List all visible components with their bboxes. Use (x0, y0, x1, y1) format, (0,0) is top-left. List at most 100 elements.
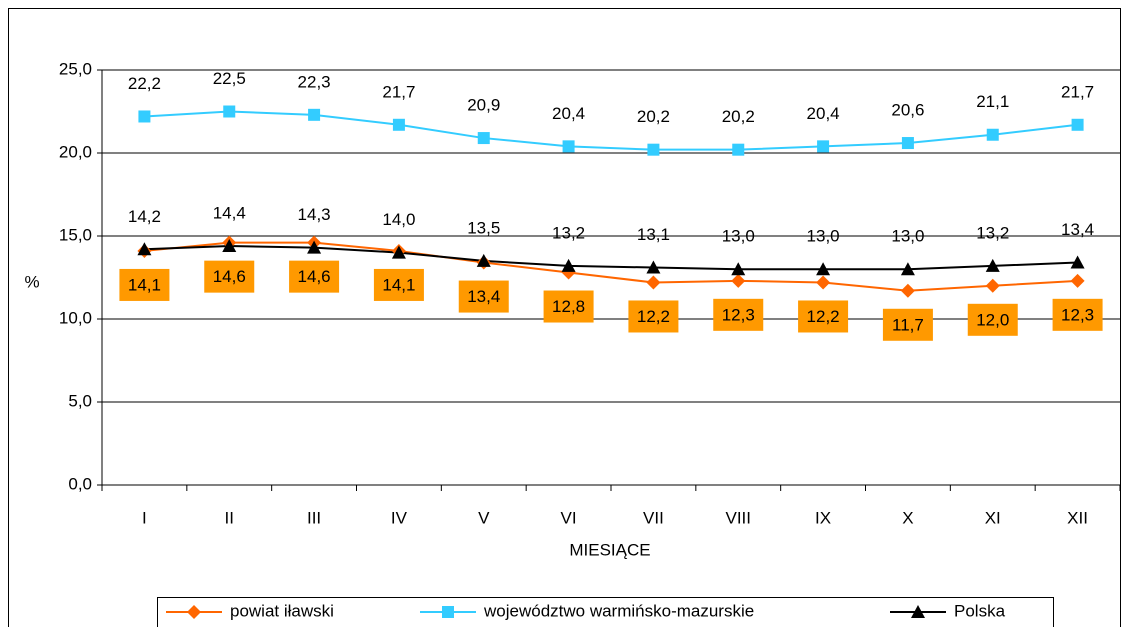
data-label: 12,8 (552, 297, 585, 316)
x-tick-label: VIII (725, 508, 751, 527)
data-label: 14,2 (128, 207, 161, 226)
legend-marker (911, 605, 925, 618)
x-tick-label: II (225, 508, 234, 527)
data-label: 13,4 (467, 287, 500, 306)
data-label: 21,7 (382, 82, 415, 101)
data-label: 12,3 (1061, 305, 1094, 324)
data-label: 20,6 (891, 101, 924, 120)
x-tick-label: VII (643, 508, 664, 527)
data-point (1071, 118, 1084, 131)
data-point (731, 262, 746, 276)
x-tick-label: III (307, 508, 321, 527)
data-label: 20,9 (467, 96, 500, 115)
data-label: 14,6 (298, 267, 331, 286)
x-tick-label: XI (985, 508, 1001, 527)
data-point (1070, 273, 1085, 288)
x-tick-label: IV (391, 508, 408, 527)
legend-marker (187, 605, 201, 619)
data-point (308, 108, 321, 121)
data-point (646, 275, 661, 290)
y-axis-label: % (24, 272, 39, 291)
data-point (816, 262, 831, 276)
data-point (562, 140, 575, 153)
data-point (731, 273, 746, 288)
data-label: 14,4 (213, 203, 246, 222)
legend-marker (442, 606, 454, 618)
data-label-box (882, 308, 933, 341)
y-tick-label: 0,0 (68, 474, 92, 493)
x-axis-label: MIESIĄCE (569, 540, 650, 559)
data-label-box (628, 300, 679, 333)
data-label-box (204, 260, 255, 293)
y-tick-label: 15,0 (59, 225, 92, 244)
data-label: 12,3 (722, 305, 755, 324)
x-tick-label: X (902, 508, 913, 527)
data-label-box (713, 298, 764, 331)
data-point (985, 278, 1000, 293)
data-point (223, 105, 236, 118)
data-label: 20,4 (552, 104, 585, 123)
data-label: 13,2 (976, 223, 1009, 242)
y-tick-label: 25,0 (59, 59, 92, 78)
legend-label: powiat iławski (230, 601, 334, 620)
data-label: 22,2 (128, 74, 161, 93)
data-label: 20,4 (807, 104, 840, 123)
data-point (307, 240, 322, 254)
data-point (561, 258, 576, 272)
series-line (144, 110, 1078, 151)
data-label: 21,1 (976, 92, 1009, 111)
data-label: 14,1 (128, 275, 161, 294)
data-label-box (543, 290, 594, 323)
x-tick-label: VI (561, 508, 577, 527)
y-tick-label: 5,0 (68, 391, 92, 410)
data-point (986, 128, 999, 141)
data-point (222, 238, 237, 252)
data-label-box (289, 260, 340, 293)
data-label: 22,5 (213, 69, 246, 88)
series-line (144, 244, 1078, 271)
data-label: 14,3 (298, 205, 331, 224)
data-point (1070, 255, 1085, 269)
data-label-box (119, 268, 170, 301)
data-label: 12,2 (807, 307, 840, 326)
data-point (392, 118, 405, 131)
x-tick-label: I (142, 508, 147, 527)
data-point (137, 242, 152, 256)
data-point (901, 137, 914, 150)
data-point (138, 110, 151, 123)
y-tick-label: 10,0 (59, 308, 92, 327)
data-label: 14,1 (382, 275, 415, 294)
data-point (816, 275, 831, 290)
data-label: 13,1 (637, 225, 670, 244)
data-label: 13,0 (807, 227, 840, 246)
data-label: 22,3 (298, 72, 331, 91)
data-label-box (373, 268, 424, 301)
data-label: 21,7 (1061, 82, 1094, 101)
data-point (647, 143, 660, 156)
data-label-box (458, 280, 509, 313)
series-line (144, 241, 1078, 292)
data-point (476, 253, 491, 267)
data-point (900, 283, 915, 298)
data-point (732, 143, 745, 156)
data-point (646, 260, 661, 274)
data-label: 13,0 (722, 227, 755, 246)
data-point (477, 132, 490, 145)
data-label: 13,5 (467, 218, 500, 237)
data-label: 12,2 (637, 307, 670, 326)
x-tick-label: XII (1067, 508, 1088, 527)
y-tick-label: 20,0 (59, 142, 92, 161)
data-label: 20,2 (637, 107, 670, 126)
x-tick-label: IX (815, 508, 831, 527)
data-point (900, 262, 915, 276)
data-label-box (1052, 298, 1103, 331)
data-label-box (967, 303, 1018, 336)
data-label: 14,6 (213, 267, 246, 286)
data-label: 11,7 (892, 315, 924, 334)
data-label: 13,4 (1061, 220, 1094, 239)
data-point (985, 258, 1000, 272)
data-label: 12,0 (976, 310, 1009, 329)
data-label: 20,2 (722, 107, 755, 126)
legend-label: województwo warmińsko-mazurskie (483, 601, 754, 620)
